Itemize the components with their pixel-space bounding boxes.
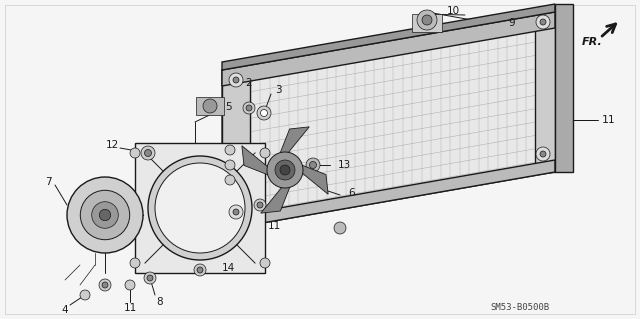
Text: 3: 3 <box>275 85 282 95</box>
Text: SM53-B0500B: SM53-B0500B <box>490 303 550 313</box>
Circle shape <box>130 258 140 268</box>
Polygon shape <box>535 12 555 172</box>
Circle shape <box>257 202 263 208</box>
Circle shape <box>540 19 546 25</box>
Text: FR.: FR. <box>582 37 602 47</box>
Circle shape <box>225 160 235 170</box>
Polygon shape <box>222 12 555 230</box>
Circle shape <box>257 106 271 120</box>
Circle shape <box>99 279 111 291</box>
Text: 14: 14 <box>222 263 236 273</box>
Text: 8: 8 <box>157 297 163 307</box>
Circle shape <box>254 199 266 211</box>
Circle shape <box>155 163 245 253</box>
Circle shape <box>197 267 203 273</box>
Circle shape <box>130 148 140 158</box>
Circle shape <box>229 73 243 87</box>
Text: 6: 6 <box>348 188 355 198</box>
Circle shape <box>225 175 235 185</box>
Circle shape <box>540 151 546 157</box>
Circle shape <box>310 161 317 168</box>
Circle shape <box>233 209 239 215</box>
Text: 12: 12 <box>106 140 118 150</box>
Polygon shape <box>222 12 555 86</box>
Text: 1: 1 <box>608 115 614 125</box>
Circle shape <box>306 158 320 172</box>
Bar <box>196 97 224 115</box>
Circle shape <box>125 280 135 290</box>
Polygon shape <box>222 70 250 230</box>
Polygon shape <box>222 4 555 70</box>
Circle shape <box>536 147 550 161</box>
Circle shape <box>194 264 206 276</box>
Circle shape <box>536 15 550 29</box>
Polygon shape <box>242 146 275 178</box>
Circle shape <box>229 205 243 219</box>
Circle shape <box>102 282 108 288</box>
Circle shape <box>148 156 252 260</box>
Polygon shape <box>295 162 328 194</box>
Text: 11: 11 <box>268 221 281 231</box>
Text: 13: 13 <box>338 160 351 170</box>
Circle shape <box>267 152 303 188</box>
Circle shape <box>260 258 270 268</box>
Circle shape <box>233 77 239 83</box>
Circle shape <box>141 146 155 160</box>
Polygon shape <box>555 4 573 172</box>
Text: 4: 4 <box>61 305 68 315</box>
Circle shape <box>422 15 432 25</box>
Circle shape <box>99 209 111 221</box>
Circle shape <box>243 102 255 114</box>
Text: 9: 9 <box>508 18 515 28</box>
Text: 2: 2 <box>246 78 252 88</box>
Circle shape <box>67 177 143 253</box>
Circle shape <box>144 272 156 284</box>
Circle shape <box>80 190 130 240</box>
Polygon shape <box>222 160 555 230</box>
Bar <box>412 14 442 32</box>
Circle shape <box>334 222 346 234</box>
Text: 7: 7 <box>45 177 51 187</box>
Bar <box>135 143 265 273</box>
Circle shape <box>145 150 152 157</box>
Circle shape <box>203 99 217 113</box>
Polygon shape <box>260 180 292 213</box>
Text: 10: 10 <box>447 6 460 16</box>
Polygon shape <box>277 127 309 160</box>
Circle shape <box>92 202 118 228</box>
Circle shape <box>246 105 252 111</box>
Circle shape <box>417 10 437 30</box>
Circle shape <box>280 165 290 175</box>
Circle shape <box>80 290 90 300</box>
Text: 11: 11 <box>124 303 136 313</box>
Circle shape <box>225 145 235 155</box>
Circle shape <box>147 275 153 281</box>
Text: 1: 1 <box>602 115 609 125</box>
Circle shape <box>275 160 295 180</box>
Circle shape <box>260 109 268 116</box>
Circle shape <box>260 148 270 158</box>
Text: 5: 5 <box>225 102 231 112</box>
